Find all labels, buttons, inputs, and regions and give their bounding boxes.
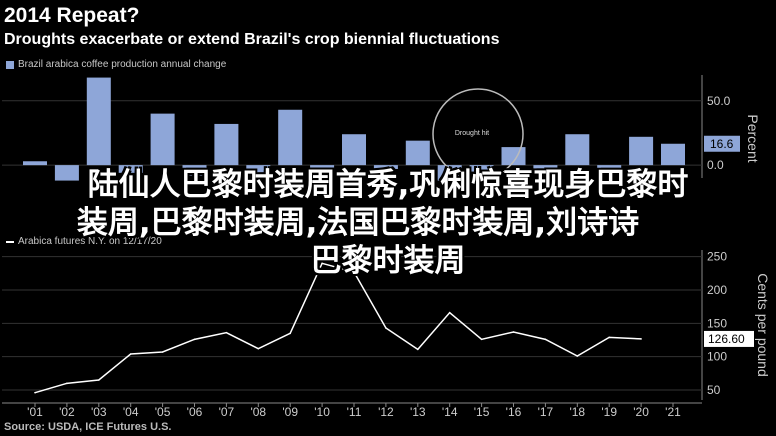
line-point xyxy=(417,348,419,351)
line-y-tick-label: 100 xyxy=(707,350,727,364)
bar xyxy=(342,134,366,166)
bar xyxy=(565,134,590,166)
line-point xyxy=(448,311,451,314)
bar-legend-swatch xyxy=(6,60,14,69)
x-tick-label: '07 xyxy=(219,405,235,419)
line-point xyxy=(66,382,68,385)
bar xyxy=(405,140,430,166)
line-point xyxy=(98,379,100,381)
line-legend-label: Arabica futures N.Y. on 12/17/20 xyxy=(18,236,162,247)
bar xyxy=(469,165,494,172)
chart-subtitle: Droughts exacerbate or extend Brazil's c… xyxy=(4,31,500,48)
bar xyxy=(182,165,207,176)
x-tick-label: '20 xyxy=(633,405,649,419)
x-tick-label: '21 xyxy=(665,405,681,419)
bar-y-axis-title: Percent xyxy=(745,114,761,162)
x-tick-label: '10 xyxy=(314,405,330,419)
drought-label: Drought hit xyxy=(455,130,489,137)
bar xyxy=(310,165,335,173)
source-note: Source: USDA, ICE Futures U.S. xyxy=(4,421,172,433)
bar xyxy=(118,165,143,173)
x-tick-label: '14 xyxy=(442,405,458,419)
x-tick-label: '09 xyxy=(282,405,298,419)
line-last-value-tag xyxy=(704,330,754,347)
bar-legend: Brazil arabica coffee production annual … xyxy=(6,59,226,70)
line-legend: Arabica futures N.Y. on 12/17/20 xyxy=(6,236,162,247)
x-tick-label: '06 xyxy=(187,405,203,419)
x-tick-label: '04 xyxy=(123,405,139,419)
x-tick-label: '15 xyxy=(474,405,490,419)
line-y-tick-label: 50 xyxy=(707,383,721,397)
line-point xyxy=(161,351,164,353)
bar-last-value-tag xyxy=(704,135,740,152)
line-point xyxy=(385,327,387,329)
x-tick-label: '01 xyxy=(27,405,43,419)
line-point xyxy=(257,347,260,350)
line-y-tick-label: 200 xyxy=(707,283,727,297)
chart-title: 2014 Repeat? xyxy=(4,4,140,27)
line-point xyxy=(321,262,323,265)
bar xyxy=(278,109,303,166)
x-tick-label: '12 xyxy=(378,405,394,419)
bar xyxy=(54,165,79,181)
line-point xyxy=(193,338,196,341)
line-y-axis-title: Cents per pound xyxy=(755,273,771,377)
line-point xyxy=(225,331,228,334)
bar-y-tick-label: 0.0 xyxy=(707,158,724,172)
line-legend-swatch xyxy=(6,240,14,243)
x-tick-label: '16 xyxy=(506,405,522,419)
line-point xyxy=(608,336,610,339)
line-point xyxy=(289,332,292,335)
line-point xyxy=(129,353,132,355)
line-point xyxy=(576,355,579,357)
bar xyxy=(597,165,622,173)
drought-circle xyxy=(432,88,524,180)
line-y-tick-label: 150 xyxy=(707,316,727,330)
x-tick-label: '02 xyxy=(59,405,75,419)
bar-y-tick-label: 50.0 xyxy=(707,94,731,108)
bar xyxy=(533,165,558,171)
bar-legend-label: Brazil arabica coffee production annual … xyxy=(18,59,227,70)
line-y-tick-label: 250 xyxy=(707,250,727,264)
x-tick-label: '13 xyxy=(410,405,426,419)
x-tick-label: '11 xyxy=(347,405,362,419)
futures-line xyxy=(34,262,642,394)
x-tick-label: '17 xyxy=(538,405,554,419)
line-point xyxy=(353,271,355,273)
line-point xyxy=(480,338,483,341)
bar xyxy=(629,136,654,166)
bar xyxy=(86,77,111,166)
x-tick-label: '05 xyxy=(155,405,171,419)
line-point xyxy=(34,391,36,394)
bar xyxy=(246,165,271,178)
overlay-text-line-3: 巴黎时装周 xyxy=(310,243,466,279)
bar xyxy=(661,143,685,166)
overlay-text-line-1: 陆仙人巴黎时装周首秀,巩俐惊喜现身巴黎时 xyxy=(87,167,689,203)
bar xyxy=(150,113,175,166)
bar xyxy=(437,165,462,181)
x-tick-label: '19 xyxy=(601,405,617,419)
bar xyxy=(23,161,47,166)
line-point xyxy=(640,338,642,340)
overlay-text-line-2: 装周,巴黎时装周,法国巴黎时装周,刘诗诗 xyxy=(76,205,640,241)
x-tick-label: '18 xyxy=(569,405,585,419)
line-last-value-label: 126.60 xyxy=(708,332,745,346)
x-tick-label: '03 xyxy=(91,405,107,419)
x-tick-label: '08 xyxy=(250,405,266,419)
bar-last-value-label: 16.6 xyxy=(710,137,734,151)
bar xyxy=(214,123,239,166)
line-point xyxy=(544,338,547,341)
line-point xyxy=(512,331,515,333)
bar xyxy=(373,165,398,169)
